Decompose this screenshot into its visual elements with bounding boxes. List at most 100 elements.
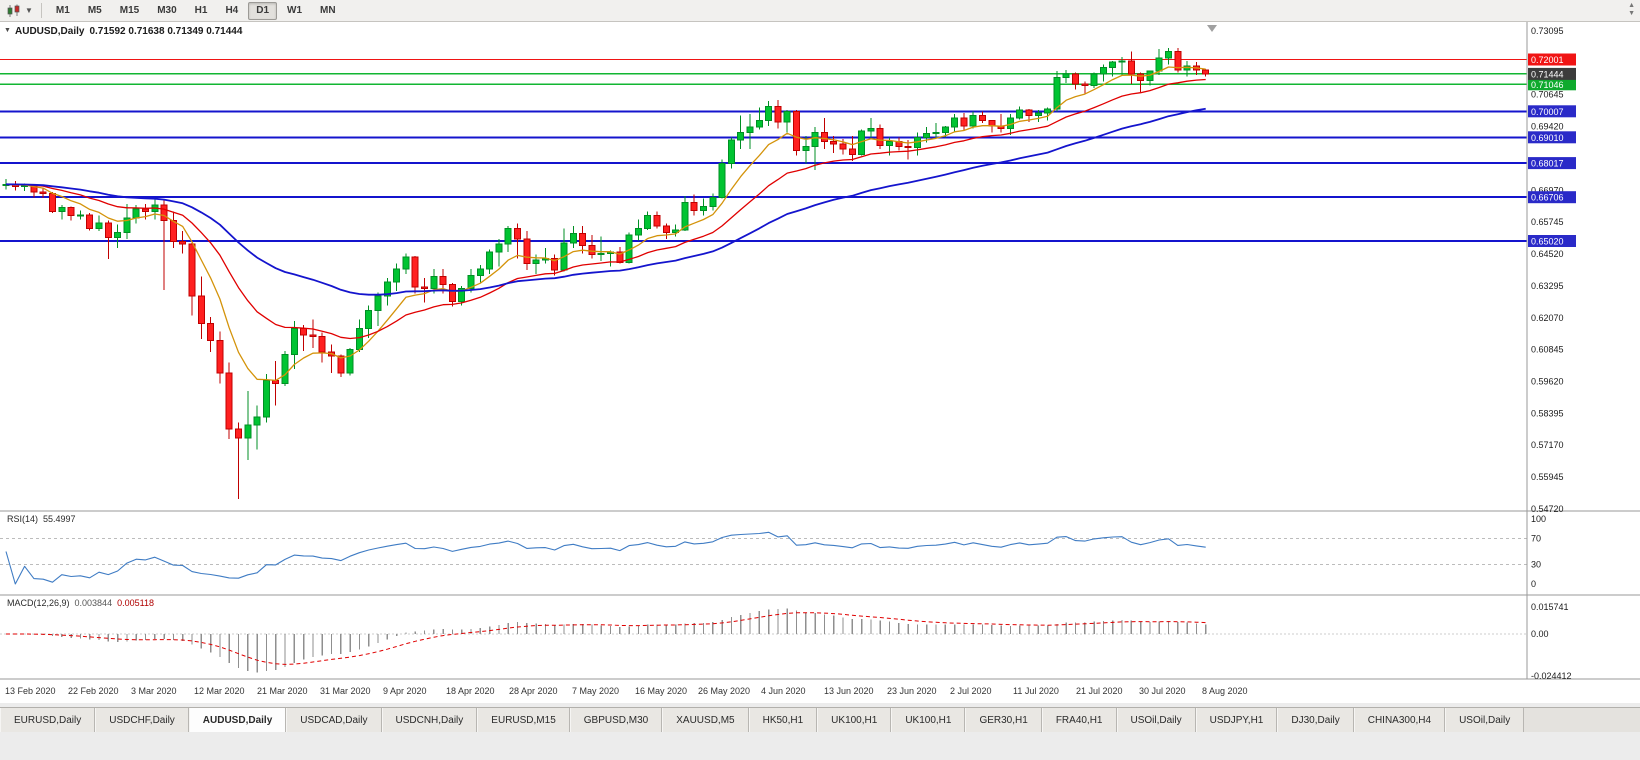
price-line-badge — [1528, 235, 1576, 247]
chart-window: 0.73095 0.70645 0.69420 0.66970 0.65745 0.645… — [0, 22, 1640, 703]
toolbar-overflow-arrows[interactable]: ▲ ▼ — [1628, 2, 1635, 18]
chart-shift-marker-icon[interactable] — [1207, 25, 1217, 32]
date-axis: 13 Feb 2020 22 Feb 2020 3 Mar 2020 12 Mar 2… — [5, 686, 1248, 696]
macd-indicator-label: MACD(12,26,9) 0.003844 0.005118 — [7, 598, 159, 608]
price-axis-label: 0.54720 — [1531, 504, 1564, 514]
date-label: 2 Jul 2020 — [950, 686, 992, 696]
macd-signal-line — [6, 612, 1206, 665]
moving-averages — [5, 66, 1206, 382]
chart-tab-usdjpy-h1[interactable]: USDJPY,H1 — [1195, 708, 1278, 732]
timeframe-button-m30[interactable]: M30 — [157, 4, 177, 16]
macd-scale-label: 0.015741 — [1531, 602, 1569, 612]
chart-tabs-bar: EURUSD,Daily USDCHF,Daily AUDUSD,Daily USDC… — [0, 707, 1640, 732]
date-label: 30 Jul 2020 — [1139, 686, 1186, 696]
price-line-badge-value: 0.65020 — [1531, 237, 1564, 247]
date-label: 13 Feb 2020 — [5, 686, 56, 696]
timeframe-button-h1[interactable]: H1 — [194, 4, 208, 16]
scroll-down-icon[interactable]: ▼ — [1628, 10, 1635, 17]
scroll-up-icon[interactable]: ▲ — [1628, 2, 1635, 9]
price-line-badge-value: 0.69010 — [1531, 133, 1564, 143]
date-label: 12 Mar 2020 — [194, 686, 245, 696]
chart-tab-fra40-h1[interactable]: FRA40,H1 — [1041, 708, 1117, 732]
chart-ohlc-values: 0.71592 0.71638 0.71349 0.71444 — [89, 26, 243, 37]
rsi-indicator-label: RSI(14) 55.4997 — [7, 514, 81, 524]
chart-tab-eurusd-m15[interactable]: EURUSD,M15 — [477, 708, 570, 732]
date-label: 3 Mar 2020 — [131, 686, 177, 696]
chart-tab-uk100-h1[interactable]: UK100,H1 — [817, 708, 892, 732]
price-chart[interactable]: 0.73095 0.70645 0.69420 0.66970 0.65745 0.645… — [0, 22, 1640, 703]
price-line-badge-value: 0.70007 — [1531, 107, 1564, 117]
horizontal-lines[interactable] — [0, 58, 1527, 242]
price-axis-label: 0.62070 — [1531, 313, 1564, 323]
rsi-scale-label: 30 — [1531, 560, 1541, 570]
macd-signal-value: 0.005118 — [117, 598, 154, 608]
price-line-badge — [1528, 53, 1576, 66]
current-price-value: 0.71444 — [1531, 69, 1564, 79]
chart-tab-eurusd-daily[interactable]: EURUSD,Daily — [0, 708, 96, 732]
current-price-badge — [1528, 67, 1576, 80]
timeframe-button-d1[interactable]: D1 — [248, 1, 278, 20]
price-axis-label: 0.66970 — [1531, 185, 1564, 195]
price-line-badge — [1528, 191, 1576, 204]
price-line-badge — [1528, 78, 1576, 91]
rsi-value: 55.4997 — [43, 514, 76, 524]
timeframe-button-mn[interactable]: MN — [320, 4, 336, 16]
date-label: 8 Aug 2020 — [1202, 686, 1248, 696]
chart-symbol-period: AUDUSD,Daily — [15, 26, 85, 37]
chart-type-selector[interactable]: ▼ — [4, 4, 36, 18]
rsi-line — [5, 531, 1206, 585]
date-label: 9 Apr 2020 — [383, 686, 427, 696]
chart-tab-usdchf-daily[interactable]: USDCHF,Daily — [95, 708, 189, 732]
date-label: 18 Apr 2020 — [446, 686, 495, 696]
chart-tab-dj30-daily[interactable]: DJ30,Daily — [1277, 708, 1354, 732]
price-line-badge-value: 0.71046 — [1531, 80, 1564, 90]
ma-line-medium — [5, 78, 1206, 340]
date-label: 28 Apr 2020 — [509, 686, 558, 696]
timeframe-button-m15[interactable]: M15 — [119, 4, 140, 16]
chart-tab-china300-h4[interactable]: CHINA300,H4 — [1353, 708, 1446, 732]
timeframe-button-w1[interactable]: W1 — [287, 4, 303, 16]
chart-tab-usoil-daily[interactable]: USOil,Daily — [1445, 708, 1525, 732]
macd-scale-label: 0.00 — [1531, 629, 1549, 639]
chart-tab-audusd-daily[interactable]: AUDUSD,Daily — [188, 708, 287, 732]
date-label: 11 Jul 2020 — [1013, 686, 1059, 696]
toolbar-separator — [40, 3, 42, 18]
price-line-badge-value: 0.72001 — [1531, 55, 1564, 65]
chart-tab-gbpusd-m30[interactable]: GBPUSD,M30 — [569, 708, 663, 732]
price-axis-label: 0.57170 — [1531, 440, 1564, 450]
price-axis-label: 0.70645 — [1531, 90, 1564, 100]
timeframe-buttons: M1 M5 M15 M30 H1 H4 D1 W1 MN — [47, 1, 345, 20]
timeframe-button-m5[interactable]: M5 — [87, 4, 102, 16]
price-axis[interactable]: 0.73095 0.70645 0.69420 0.66970 0.65745 0.645… — [1526, 22, 1576, 681]
price-axis-label: 0.63295 — [1531, 281, 1564, 291]
dropdown-caret-icon: ▼ — [25, 5, 33, 15]
candlesticks — [2, 47, 1210, 499]
chart-tab-xauusd-m5[interactable]: XAUUSD,M5 — [662, 708, 749, 732]
chart-tab-usdcnh-daily[interactable]: USDCNH,Daily — [381, 708, 478, 732]
price-line-badge — [1528, 105, 1576, 118]
chart-tab-ger30-h1[interactable]: GER30,H1 — [965, 708, 1042, 732]
price-line-badge — [1528, 131, 1576, 144]
date-label: 22 Feb 2020 — [68, 686, 119, 696]
ma-line-slow — [5, 107, 1206, 296]
price-axis-label: 0.69420 — [1531, 122, 1564, 132]
date-label: 7 May 2020 — [572, 686, 619, 696]
panel-separators — [0, 510, 1640, 680]
rsi-scale-label: 70 — [1531, 534, 1541, 544]
chart-background[interactable] — [0, 22, 1640, 703]
rsi-scale-label: 100 — [1531, 514, 1546, 524]
chart-tab-usoil-daily[interactable]: USOil,Daily — [1116, 708, 1196, 732]
chart-tab-usdcad-daily[interactable]: USDCAD,Daily — [286, 708, 382, 732]
chart-tab-hk50-h1[interactable]: HK50,H1 — [748, 708, 818, 732]
date-label: 31 Mar 2020 — [320, 686, 371, 696]
one-click-trading-arrow-icon[interactable]: ▼ — [4, 27, 11, 34]
macd-panel — [0, 608, 1527, 673]
price-axis-label: 0.55945 — [1531, 472, 1564, 482]
price-line-badge-value: 0.66706 — [1531, 193, 1564, 203]
timeframe-toolbar: ▼ M1 M5 M15 M30 H1 H4 D1 W1 MN ▲ ▼ — [0, 0, 1640, 22]
price-axis-label: 0.58395 — [1531, 408, 1564, 418]
timeframe-button-h4[interactable]: H4 — [225, 4, 239, 16]
price-axis-label: 0.59620 — [1531, 377, 1564, 387]
timeframe-button-m1[interactable]: M1 — [55, 4, 70, 16]
chart-tab-uk100-h1[interactable]: UK100,H1 — [891, 708, 966, 732]
